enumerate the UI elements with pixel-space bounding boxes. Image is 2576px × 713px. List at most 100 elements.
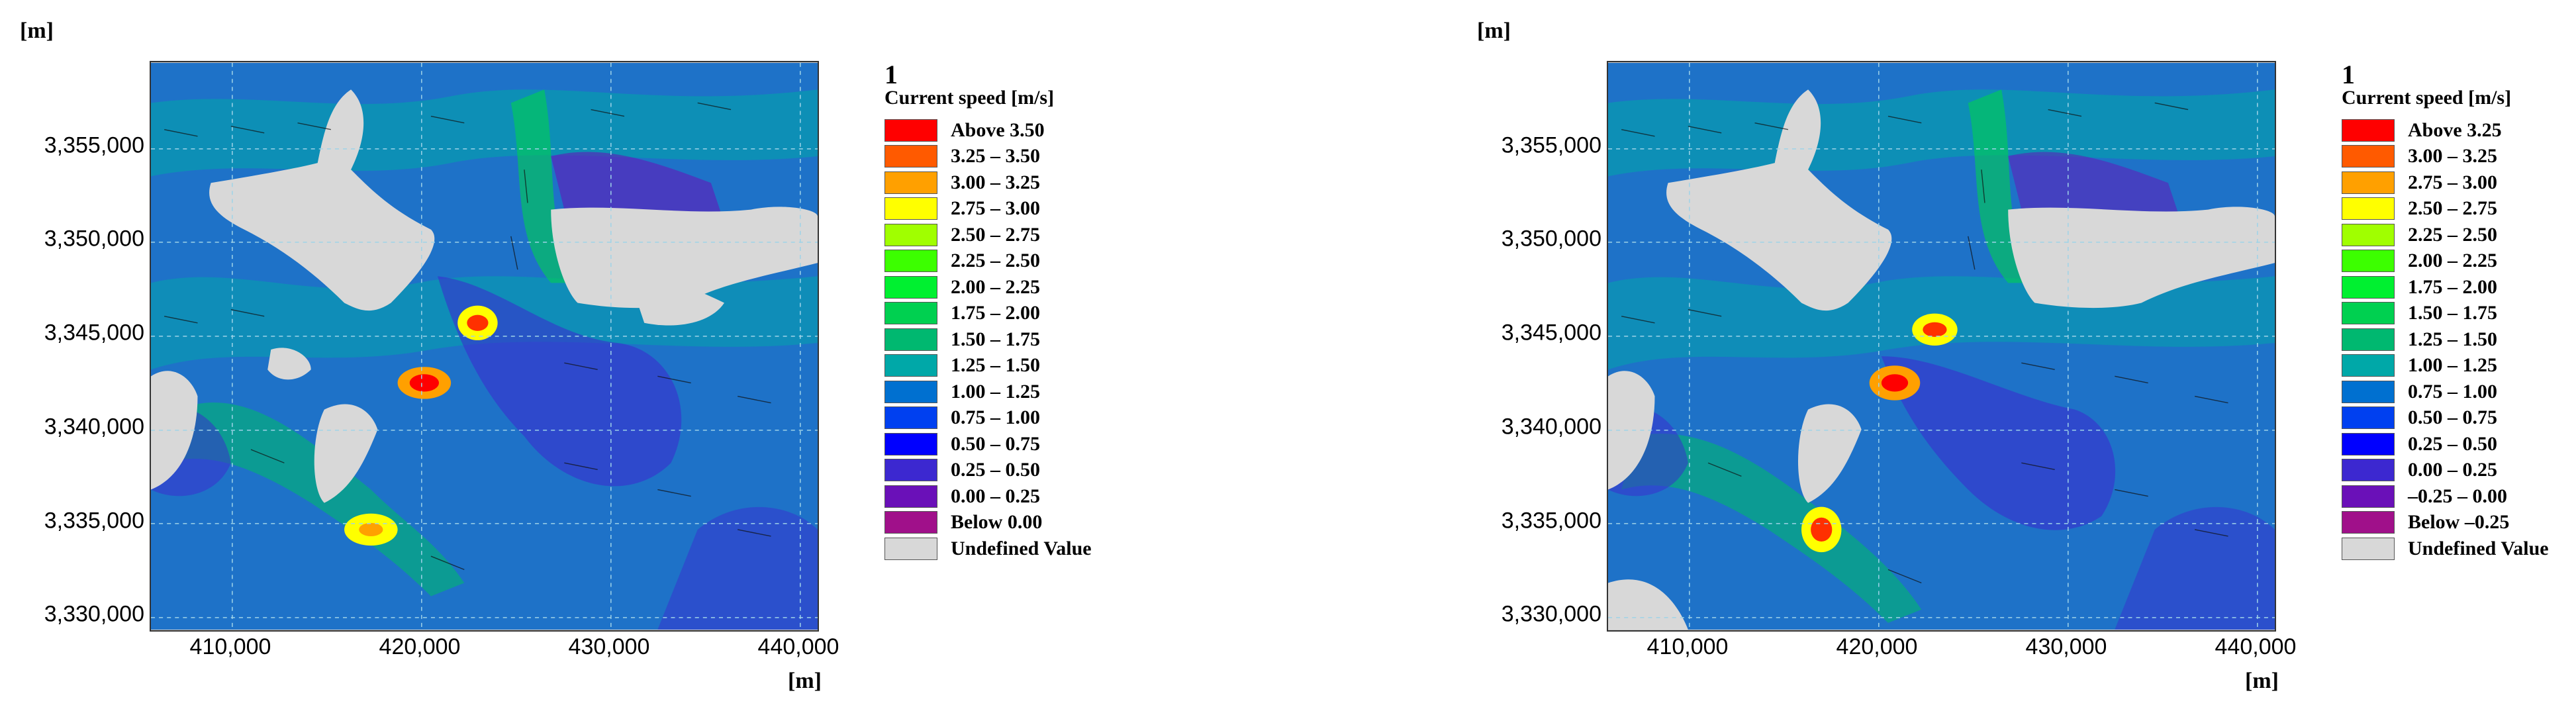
legend-label: Above 3.50	[951, 119, 1045, 141]
legend-label: 3.25 – 3.50	[951, 145, 1040, 167]
legend-label: 3.00 – 3.25	[951, 171, 1040, 193]
legend-swatch	[884, 145, 937, 168]
current-speed-map	[1607, 61, 2276, 632]
legend-label: 2.50 – 2.75	[2408, 197, 2497, 220]
y-tick-label: 3,350,000	[1501, 226, 1601, 252]
legend-swatch	[884, 197, 937, 220]
legend-label: 0.50 – 0.75	[2408, 406, 2497, 429]
right-panel: [m] 3,355,000 3,350,000 3,345,000 3,340,…	[1457, 0, 2576, 713]
legend-swatch	[884, 119, 937, 142]
legend-label: 1.50 – 1.75	[2408, 302, 2497, 324]
x-tick-label: 420,000	[1836, 634, 1918, 659]
legend-swatch	[884, 511, 937, 534]
legend-item: 0.25 – 0.50	[2342, 431, 2576, 457]
legend-item: 2.00 – 2.25	[2342, 248, 2576, 275]
legend-index: 1	[884, 60, 898, 89]
legend-swatch	[2342, 119, 2395, 142]
legend-swatch	[2342, 485, 2395, 508]
legend-item: 1.00 – 1.25	[2342, 353, 2576, 379]
legend-swatch	[2342, 171, 2395, 194]
legend-swatch	[884, 432, 937, 455]
legend-swatch	[2342, 459, 2395, 482]
y-tick-label: 3,340,000	[44, 414, 144, 440]
legend-item: 3.00 – 3.25	[884, 169, 1149, 196]
x-tick-label: 440,000	[757, 634, 839, 659]
legend-swatch	[884, 171, 937, 194]
legend-label: Above 3.25	[2408, 119, 2502, 141]
legend-label: 2.25 – 2.50	[2408, 223, 2497, 246]
legend-swatch	[2342, 302, 2395, 325]
legend-label: 1.25 – 1.50	[951, 354, 1040, 377]
legend-item: 1.25 – 1.50	[884, 353, 1149, 379]
y-tick-label: 3,345,000	[1501, 320, 1601, 346]
legend-item: Below 0.00	[884, 510, 1149, 536]
legend-item: 2.00 – 2.25	[884, 274, 1149, 301]
legend-label: 2.00 – 2.25	[951, 275, 1040, 298]
legend-swatch	[884, 302, 937, 325]
legend-swatch	[884, 250, 937, 273]
legend-label: 0.00 – 0.25	[2408, 459, 2497, 481]
legend-swatch	[884, 406, 937, 430]
legend-label: 0.00 – 0.25	[951, 485, 1040, 507]
legend-item: 1.75 – 2.00	[884, 301, 1149, 327]
legend-label: 0.75 – 1.00	[2408, 380, 2497, 403]
legend-label: 2.25 – 2.50	[951, 250, 1040, 272]
legend-rows: Above 3.50 3.25 – 3.50 3.00 – 3.25 2.75 – 3…	[884, 117, 1149, 562]
legend-label: 2.50 – 2.75	[951, 223, 1040, 246]
legend-item: 0.75 – 1.00	[2342, 379, 2576, 405]
legend-item: 0.00 – 0.25	[884, 483, 1149, 510]
legend-label: 3.00 – 3.25	[2408, 145, 2497, 167]
legend-item: 0.00 – 0.25	[2342, 457, 2576, 484]
legend-label: 2.75 – 3.00	[951, 197, 1040, 220]
legend-item: Below –0.25	[2342, 510, 2576, 536]
legend-label: 1.50 – 1.75	[951, 328, 1040, 350]
x-axis-unit: [m]	[788, 669, 822, 693]
y-tick-label: 3,340,000	[1501, 414, 1601, 440]
x-tick-label: 410,000	[189, 634, 271, 659]
x-tick-label: 440,000	[2215, 634, 2297, 659]
legend-swatch	[884, 485, 937, 508]
legend-item: 0.75 – 1.00	[884, 405, 1149, 432]
legend-swatch	[2342, 511, 2395, 534]
x-tick-label: 430,000	[2025, 634, 2107, 659]
legend-item: 2.75 – 3.00	[2342, 169, 2576, 196]
legend-item: 1.50 – 1.75	[2342, 301, 2576, 327]
legend-label: 1.00 – 1.25	[2408, 354, 2497, 377]
y-tick-label: 3,355,000	[44, 132, 144, 158]
legend-label: 1.25 – 1.50	[2408, 328, 2497, 350]
y-axis-unit: [m]	[20, 19, 54, 43]
legend-item: 2.75 – 3.00	[884, 196, 1149, 222]
current-speed-map	[150, 61, 819, 632]
legend-item: 1.00 – 1.25	[884, 379, 1149, 405]
y-axis-unit: [m]	[1477, 19, 1511, 43]
legend-label: 1.75 – 2.00	[951, 302, 1040, 324]
legend-item: 2.50 – 2.75	[2342, 196, 2576, 222]
legend-swatch	[884, 459, 937, 482]
legend-title: Current speed [m/s]	[2342, 87, 2512, 109]
x-tick-label: 420,000	[379, 634, 461, 659]
legend-item: 0.50 – 0.75	[2342, 405, 2576, 432]
legend-swatch	[2342, 537, 2395, 560]
legend-item: 2.50 – 2.75	[884, 222, 1149, 248]
legend-swatch	[2342, 250, 2395, 273]
x-tick-label: 430,000	[568, 634, 650, 659]
legend-item: 2.25 – 2.50	[884, 248, 1149, 275]
legend-index: 1	[2342, 60, 2355, 89]
legend-label: 0.50 – 0.75	[951, 432, 1040, 455]
y-tick-label: 3,335,000	[1501, 508, 1601, 534]
legend-item: Undefined Value	[2342, 536, 2576, 562]
legend: 1 Current speed [m/s] Above 3.50 3.25 – 3…	[884, 60, 1149, 562]
legend-item: Undefined Value	[884, 536, 1149, 562]
legend-swatch	[2342, 406, 2395, 430]
legend-label: –0.25 – 0.00	[2408, 485, 2507, 507]
legend-label: 2.75 – 3.00	[2408, 171, 2497, 193]
legend-label: Below 0.00	[951, 511, 1043, 534]
legend-item: Above 3.25	[2342, 117, 2576, 144]
x-tick-label: 410,000	[1646, 634, 1729, 659]
legend-label: Undefined Value	[951, 537, 1092, 559]
legend-item: 2.25 – 2.50	[2342, 222, 2576, 248]
y-tick-label: 3,335,000	[44, 508, 144, 534]
legend-swatch	[884, 380, 937, 403]
legend: 1 Current speed [m/s] Above 3.25 3.00 – 3…	[2342, 60, 2576, 562]
y-tick-label: 3,350,000	[44, 226, 144, 252]
